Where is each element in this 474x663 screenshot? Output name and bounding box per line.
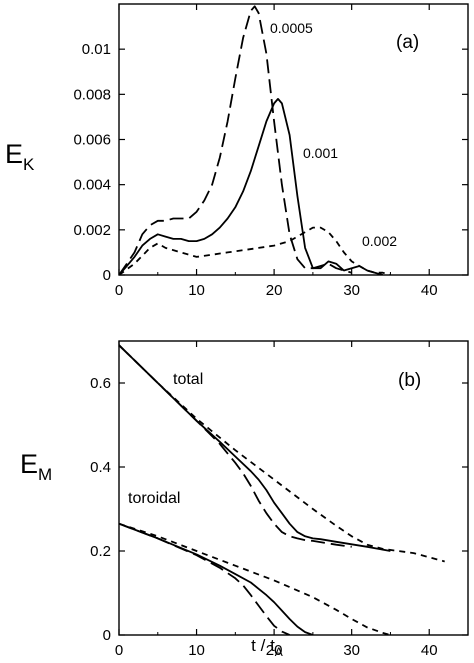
series-line-a-2 (119, 226, 391, 275)
panel-b-x-tick-label: 40 (421, 642, 438, 659)
panel-b-plot-frame (118, 340, 469, 636)
series-line-b-2 (119, 344, 445, 563)
series-line-b-0 (119, 344, 352, 548)
curve-label-0.0005: 0.0005 (270, 20, 313, 36)
panel-a-y-tick-label: 0.008 (73, 86, 111, 103)
panel-b-y-axis-title: EM (20, 449, 52, 484)
panel-b-x-tick-label: 0 (115, 642, 123, 659)
panel-a-y-tick-label: 0.01 (82, 41, 111, 58)
panel-b-xlabel-sub: A (275, 645, 283, 659)
panel-a-y-tick-label: 0 (103, 267, 111, 284)
panel-a-x-tick-label: 10 (188, 282, 205, 299)
panel-a: 0 10 20 30 40 0 0.002 0.004 0.006 0.008 0.01 (a) 0… (5, 3, 469, 299)
panel-b-xlabel-main: t / t (251, 636, 275, 655)
panel-a-series (119, 5, 391, 275)
panel-a-x-tick-label: 30 (343, 282, 360, 299)
series-line-b-1 (119, 344, 391, 552)
panel-b-y-tick-label: 0 (103, 627, 111, 644)
panel-a-y-tick-label: 0.002 (73, 222, 111, 239)
panel-a-y-tick-label: 0.006 (73, 132, 111, 149)
panel-a-y-axis-title: EK (5, 139, 35, 174)
panel-b-series (119, 344, 445, 635)
panel-a-label: (a) (396, 32, 419, 53)
panel-a-x-tick-label: 40 (421, 282, 438, 299)
series-line-a-0 (119, 5, 352, 275)
series-line-b-3 (119, 522, 290, 635)
curve-label-total: total (173, 371, 203, 388)
panel-b-ylabel-sub: M (38, 465, 52, 484)
panel-b-label: (b) (398, 370, 421, 391)
panel-b: 0 10 20 30 40 0 0.2 0.4 0.6 (b) total toroidal E… (20, 340, 469, 659)
panel-b-y-tick-label: 0.4 (90, 459, 111, 476)
panel-a-y-tick-label: 0.004 (73, 177, 111, 194)
panel-b-axes: 0 10 20 30 40 0 0.2 0.4 0.6 (90, 341, 468, 659)
panel-b-y-tick-label: 0.6 (90, 375, 111, 392)
panel-a-ylabel-main: E (5, 139, 23, 169)
series-line-b-5 (119, 522, 391, 635)
panel-a-x-tick-label: 0 (115, 282, 123, 299)
panel-a-x-tick-label: 20 (266, 282, 283, 299)
panel-b-ylabel-main: E (20, 449, 38, 479)
panel-b-y-tick-label: 0.2 (90, 543, 111, 560)
series-line-a-1 (119, 98, 383, 275)
panel-b-x-axis-title: t / tA (251, 636, 283, 659)
curve-label-0.002: 0.002 (362, 233, 397, 249)
series-line-b-4 (119, 522, 314, 635)
curve-label-0.001: 0.001 (303, 145, 338, 161)
panel-b-x-tick-label: 30 (343, 642, 360, 659)
panel-b-x-tick-label: 10 (188, 642, 205, 659)
panel-b-x-tick-label: 20 (266, 642, 283, 659)
panel-a-ylabel-sub: K (23, 155, 35, 174)
panel-a-axes: 0 10 20 30 40 0 0.002 0.004 0.006 0.008 0.01 (73, 4, 468, 299)
curve-label-toroidal: toroidal (128, 490, 180, 507)
